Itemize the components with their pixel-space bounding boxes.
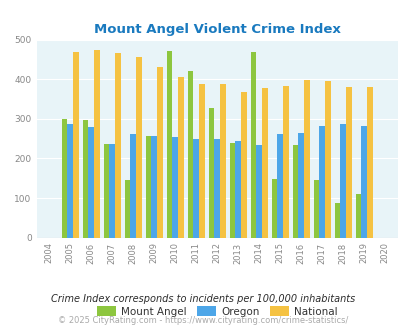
Bar <box>73 52 79 238</box>
Bar <box>136 57 141 238</box>
Bar <box>62 119 67 238</box>
Bar <box>319 125 324 238</box>
Bar <box>177 77 183 238</box>
Bar <box>324 81 330 238</box>
Bar <box>109 144 115 238</box>
Bar <box>298 133 303 238</box>
Bar <box>282 85 288 238</box>
Bar <box>261 87 267 238</box>
Bar <box>172 137 177 238</box>
Bar <box>256 145 261 238</box>
Bar <box>208 108 214 238</box>
Bar <box>88 127 94 238</box>
Text: © 2025 CityRating.com - https://www.cityrating.com/crime-statistics/: © 2025 CityRating.com - https://www.city… <box>58 316 347 325</box>
Bar <box>151 136 157 238</box>
Bar <box>67 124 73 238</box>
Bar <box>130 134 136 238</box>
Bar <box>145 136 151 238</box>
Bar <box>214 139 220 238</box>
Bar <box>366 87 372 238</box>
Bar <box>271 180 277 238</box>
Bar <box>115 53 120 238</box>
Bar <box>166 51 172 238</box>
Bar <box>303 80 309 238</box>
Legend: Mount Angel, Oregon, National: Mount Angel, Oregon, National <box>93 302 341 321</box>
Bar <box>241 92 246 238</box>
Bar <box>277 134 282 238</box>
Title: Mount Angel Violent Crime Index: Mount Angel Violent Crime Index <box>94 23 340 36</box>
Bar <box>124 180 130 238</box>
Bar <box>334 203 339 238</box>
Bar <box>339 124 345 238</box>
Bar <box>157 67 162 238</box>
Bar <box>345 87 351 238</box>
Bar <box>250 52 256 238</box>
Bar <box>83 120 88 238</box>
Bar <box>229 143 235 238</box>
Bar <box>313 180 319 238</box>
Bar <box>220 83 225 238</box>
Bar <box>198 84 204 238</box>
Text: Crime Index corresponds to incidents per 100,000 inhabitants: Crime Index corresponds to incidents per… <box>51 294 354 304</box>
Bar <box>355 194 360 238</box>
Bar <box>235 141 241 238</box>
Bar <box>360 126 366 238</box>
Bar <box>187 71 193 238</box>
Bar <box>94 50 99 238</box>
Bar <box>103 144 109 238</box>
Bar <box>292 145 298 238</box>
Bar <box>193 139 198 238</box>
